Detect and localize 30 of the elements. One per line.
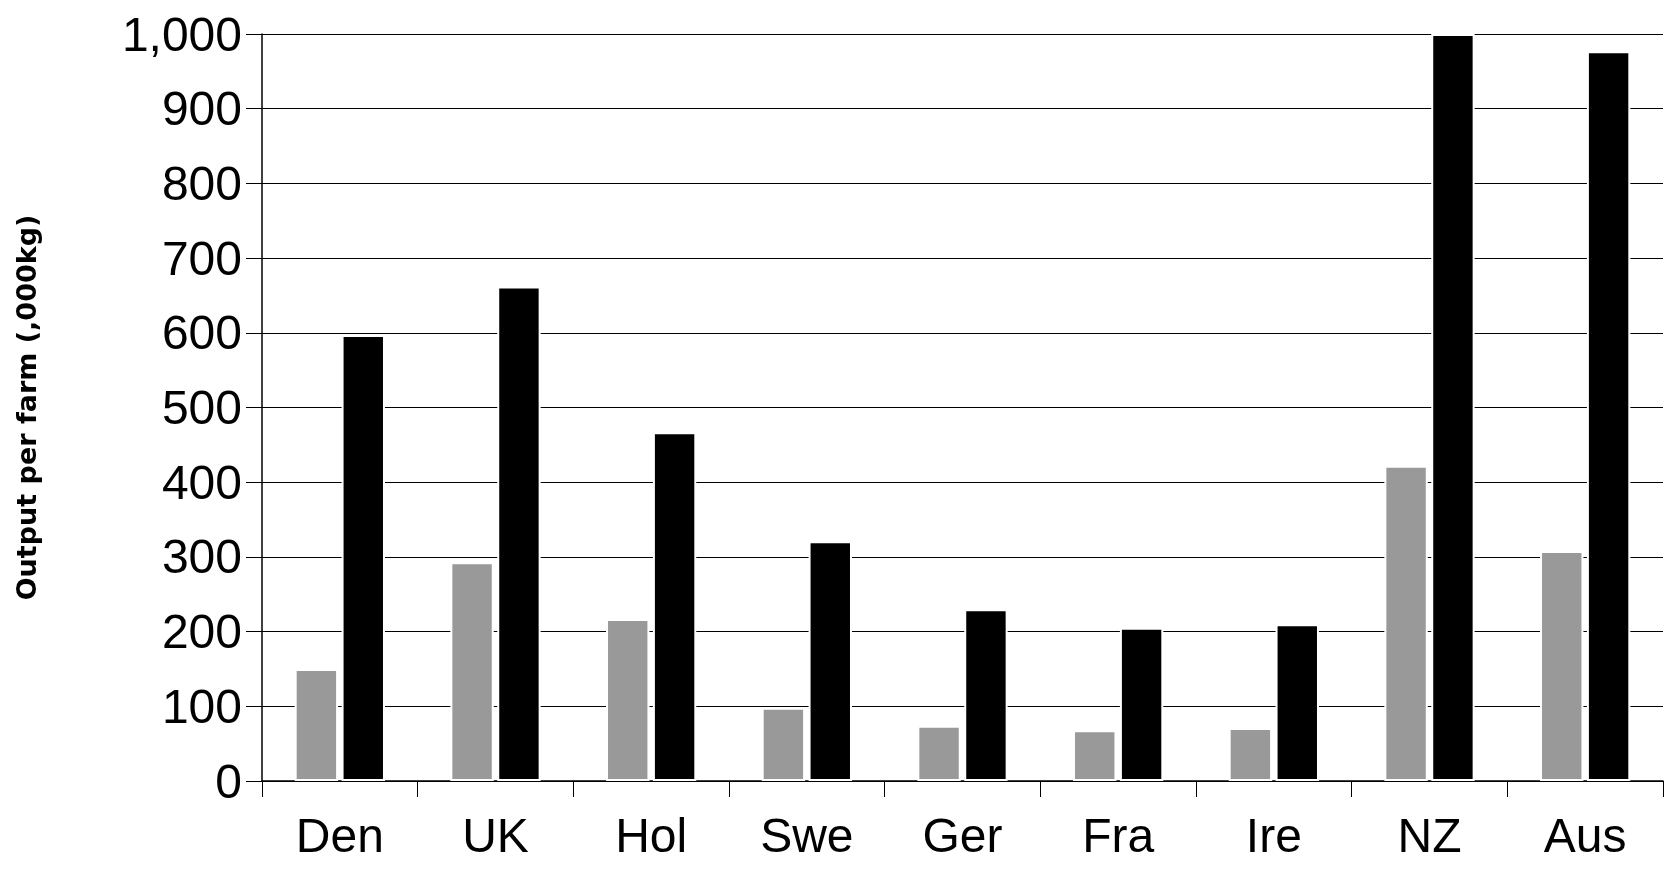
x-tick-label: NZ <box>1397 808 1462 862</box>
y-tick-label: 300 <box>161 530 242 584</box>
y-tick-label: 200 <box>161 605 242 659</box>
x-tick-label: Swe <box>760 808 854 862</box>
y-tick-label: 1,000 <box>121 7 242 61</box>
y-tick-label: 600 <box>161 306 242 360</box>
bar <box>294 668 339 781</box>
x-tick-label: Den <box>295 808 384 862</box>
x-tick-label: Fra <box>1082 808 1155 862</box>
y-tick-label: 100 <box>161 679 242 733</box>
y-tick-label: 0 <box>215 754 242 808</box>
bar <box>917 725 961 781</box>
x-tick-label: Hol <box>615 808 688 862</box>
y-tick-label: 400 <box>161 455 242 509</box>
bar <box>761 707 806 781</box>
x-tick-label: Ire <box>1245 808 1302 862</box>
x-tick-label: Ger <box>922 808 1003 862</box>
y-tick-label: 900 <box>161 82 242 136</box>
bar <box>1228 727 1273 781</box>
bar <box>1073 730 1117 781</box>
bar <box>1384 465 1428 781</box>
y-axis-title: Output per farm (,000kg) <box>11 214 42 601</box>
x-tick-label: Aus <box>1543 808 1627 862</box>
bar <box>450 562 494 781</box>
bar <box>606 618 650 781</box>
y-tick-label: 500 <box>161 381 242 434</box>
y-tick-label: 700 <box>161 231 242 285</box>
y-tick-label: 800 <box>161 156 242 210</box>
x-tick-label: UK <box>462 808 529 862</box>
bar <box>1540 550 1584 781</box>
